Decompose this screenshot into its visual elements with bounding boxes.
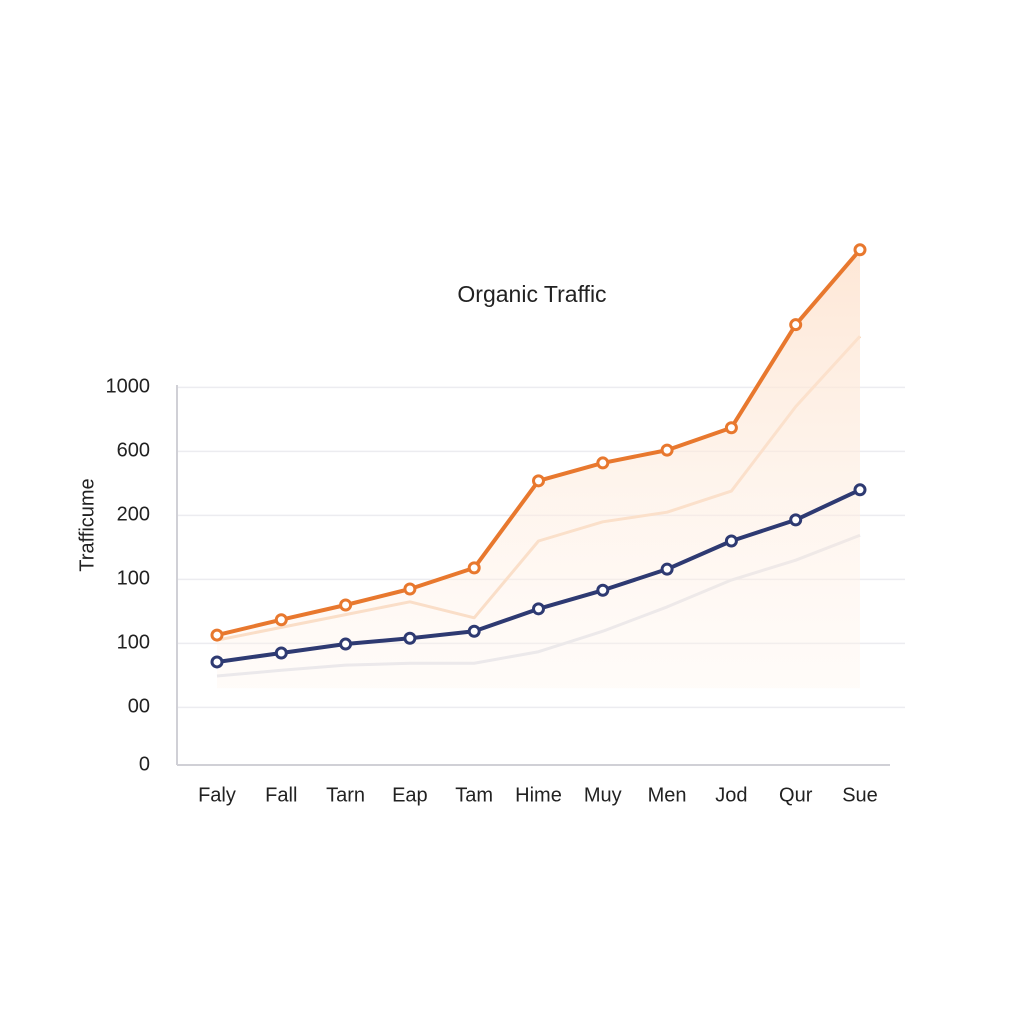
x-tick-label: Qur xyxy=(779,784,813,806)
y-tick-label: 1000 xyxy=(106,376,151,398)
point xyxy=(724,534,738,548)
x-tick-label: Tam xyxy=(455,784,493,806)
point xyxy=(789,318,803,332)
x-tick-label: Hime xyxy=(515,784,562,806)
point xyxy=(403,582,417,596)
point xyxy=(596,456,610,470)
point xyxy=(532,474,545,488)
point xyxy=(274,613,288,627)
y-tick-label: 0 xyxy=(139,753,150,775)
y-axis-label: Trafficume xyxy=(76,478,98,571)
point xyxy=(339,637,353,651)
area xyxy=(217,249,860,689)
point xyxy=(210,628,224,642)
y-tick-label: 200 xyxy=(117,504,150,526)
point xyxy=(660,443,674,457)
point xyxy=(467,624,481,638)
x-tick-label: Tarn xyxy=(326,784,365,806)
point xyxy=(789,513,803,527)
x-tick-label: Fall xyxy=(265,784,297,806)
point xyxy=(724,421,738,435)
point xyxy=(853,243,867,257)
x-tick-label: Muy xyxy=(584,784,622,806)
y-tick-label: 00 xyxy=(128,696,150,718)
x-tick-label: Sue xyxy=(842,784,878,806)
point xyxy=(660,562,674,576)
y-tick-label: 100 xyxy=(117,632,150,654)
point xyxy=(403,631,417,645)
point xyxy=(274,646,288,660)
chart-title: Organic Traffic xyxy=(457,281,606,307)
point xyxy=(467,561,481,575)
x-tick-label: Men xyxy=(648,784,687,806)
point xyxy=(210,655,224,669)
x-tick-label: Faly xyxy=(198,784,236,806)
y-tick-label: 100 xyxy=(117,568,150,590)
x-tick-label: Jod xyxy=(715,784,747,806)
point xyxy=(596,583,610,597)
point xyxy=(532,602,545,616)
point xyxy=(853,483,867,497)
y-tick-label: 600 xyxy=(117,440,150,462)
x-tick-label: Eap xyxy=(392,784,428,806)
point xyxy=(339,598,353,612)
